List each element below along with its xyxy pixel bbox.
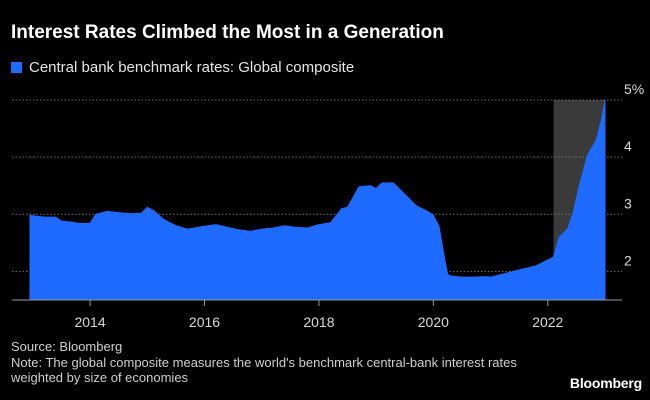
legend-label: Central bank benchmark rates: Global com… <box>29 59 355 76</box>
series-area <box>29 99 606 301</box>
x-tick-label-2016: 2016 <box>189 314 220 330</box>
footnote: Source: Bloomberg Note: The global compo… <box>11 339 531 386</box>
y-tick-label-2: 2 <box>624 252 632 268</box>
bloomberg-logo: Bloomberg <box>569 375 642 391</box>
note-text: Note: The global composite measures the … <box>11 354 517 386</box>
chart-title: Interest Rates Climbed the Most in a Gen… <box>11 22 444 43</box>
y-tick-label-3: 3 <box>624 195 632 211</box>
legend-swatch <box>11 62 22 73</box>
y-tick-label-5: 5% <box>624 81 644 97</box>
source-text: Source: Bloomberg <box>11 339 123 354</box>
legend: Central bank benchmark rates: Global com… <box>11 59 354 76</box>
y-tick-label-4: 4 <box>624 138 632 154</box>
x-tick-label-2022: 2022 <box>532 314 563 330</box>
x-tick-label-2020: 2020 <box>418 314 449 330</box>
x-tick-label-2014: 2014 <box>74 314 105 330</box>
x-tick-label-2018: 2018 <box>303 314 334 330</box>
